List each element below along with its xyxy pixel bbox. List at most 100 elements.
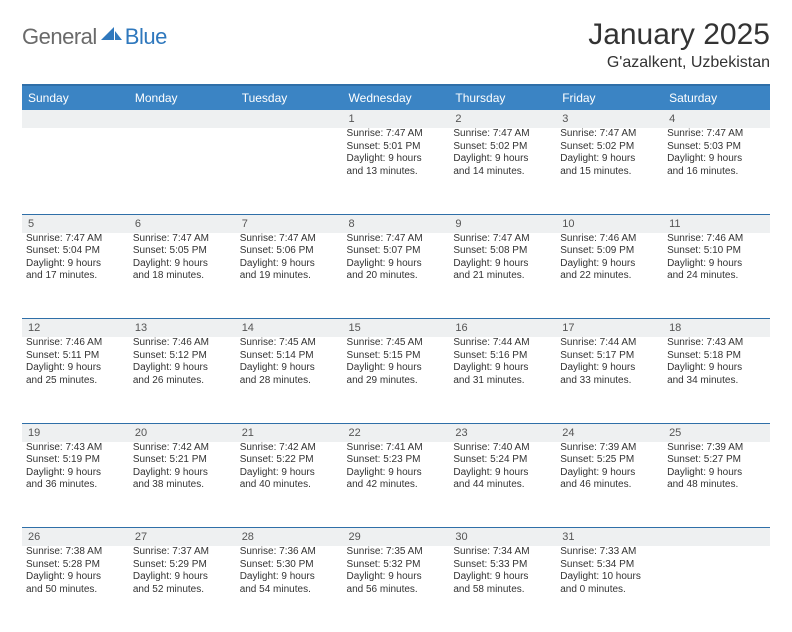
daylight-text: and 46 minutes. bbox=[560, 479, 659, 492]
daylight-text: and 52 minutes. bbox=[133, 584, 232, 597]
daylight-text: Daylight: 9 hours bbox=[667, 153, 766, 166]
daylight-text: Daylight: 9 hours bbox=[453, 362, 552, 375]
sunset-text: Sunset: 5:06 PM bbox=[240, 245, 339, 258]
sunrise-text: Sunrise: 7:47 AM bbox=[347, 233, 446, 246]
sunset-text: Sunset: 5:25 PM bbox=[560, 454, 659, 467]
daylight-text: and 38 minutes. bbox=[133, 479, 232, 492]
daylight-text: Daylight: 9 hours bbox=[560, 362, 659, 375]
day-info-row: Sunrise: 7:46 AMSunset: 5:11 PMDaylight:… bbox=[22, 337, 770, 423]
daylight-text: and 44 minutes. bbox=[453, 479, 552, 492]
day-cell: Sunrise: 7:44 AMSunset: 5:16 PMDaylight:… bbox=[449, 337, 556, 423]
sunrise-text: Sunrise: 7:42 AM bbox=[133, 442, 232, 455]
day-number: 19 bbox=[22, 423, 129, 442]
day-cell: Sunrise: 7:42 AMSunset: 5:21 PMDaylight:… bbox=[129, 442, 236, 528]
daylight-text: Daylight: 9 hours bbox=[560, 258, 659, 271]
location: G'azalkent, Uzbekistan bbox=[588, 54, 770, 72]
sunset-text: Sunset: 5:29 PM bbox=[133, 559, 232, 572]
day-number bbox=[22, 110, 129, 128]
daylight-text: Daylight: 9 hours bbox=[26, 258, 125, 271]
daylight-text: and 0 minutes. bbox=[560, 584, 659, 597]
day-cell: Sunrise: 7:47 AMSunset: 5:02 PMDaylight:… bbox=[556, 128, 663, 214]
daylight-text: and 18 minutes. bbox=[133, 270, 232, 283]
weekday-header: Saturday bbox=[663, 85, 770, 110]
daylight-text: Daylight: 9 hours bbox=[347, 362, 446, 375]
sunrise-text: Sunrise: 7:45 AM bbox=[347, 337, 446, 350]
day-number: 11 bbox=[663, 214, 770, 233]
daylight-text: and 29 minutes. bbox=[347, 375, 446, 388]
sunset-text: Sunset: 5:19 PM bbox=[26, 454, 125, 467]
day-number: 24 bbox=[556, 423, 663, 442]
daylight-text: Daylight: 9 hours bbox=[26, 571, 125, 584]
day-number: 9 bbox=[449, 214, 556, 233]
day-cell bbox=[22, 128, 129, 214]
sunrise-text: Sunrise: 7:47 AM bbox=[667, 128, 766, 141]
sunrise-text: Sunrise: 7:47 AM bbox=[133, 233, 232, 246]
sunrise-text: Sunrise: 7:46 AM bbox=[133, 337, 232, 350]
sunset-text: Sunset: 5:18 PM bbox=[667, 350, 766, 363]
day-number: 17 bbox=[556, 319, 663, 338]
daylight-text: Daylight: 9 hours bbox=[453, 571, 552, 584]
sunrise-text: Sunrise: 7:35 AM bbox=[347, 546, 446, 559]
day-info-row: Sunrise: 7:47 AMSunset: 5:04 PMDaylight:… bbox=[22, 233, 770, 319]
day-cell: Sunrise: 7:45 AMSunset: 5:15 PMDaylight:… bbox=[343, 337, 450, 423]
daylight-text: Daylight: 9 hours bbox=[26, 362, 125, 375]
day-number bbox=[129, 110, 236, 128]
day-cell: Sunrise: 7:38 AMSunset: 5:28 PMDaylight:… bbox=[22, 546, 129, 632]
daylight-text: and 25 minutes. bbox=[26, 375, 125, 388]
daylight-text: Daylight: 9 hours bbox=[560, 153, 659, 166]
day-number: 14 bbox=[236, 319, 343, 338]
sunset-text: Sunset: 5:02 PM bbox=[560, 141, 659, 154]
sunset-text: Sunset: 5:27 PM bbox=[667, 454, 766, 467]
daylight-text: Daylight: 9 hours bbox=[26, 467, 125, 480]
daylight-text: and 20 minutes. bbox=[347, 270, 446, 283]
daylight-text: and 33 minutes. bbox=[560, 375, 659, 388]
daylight-text: and 16 minutes. bbox=[667, 166, 766, 179]
day-number: 5 bbox=[22, 214, 129, 233]
day-cell bbox=[236, 128, 343, 214]
daylight-text: and 58 minutes. bbox=[453, 584, 552, 597]
daylight-text: and 34 minutes. bbox=[667, 375, 766, 388]
weekday-header: Thursday bbox=[449, 85, 556, 110]
day-cell: Sunrise: 7:39 AMSunset: 5:27 PMDaylight:… bbox=[663, 442, 770, 528]
day-number-row: 1234 bbox=[22, 110, 770, 128]
day-cell: Sunrise: 7:43 AMSunset: 5:19 PMDaylight:… bbox=[22, 442, 129, 528]
day-cell: Sunrise: 7:46 AMSunset: 5:10 PMDaylight:… bbox=[663, 233, 770, 319]
day-number: 4 bbox=[663, 110, 770, 128]
sunrise-text: Sunrise: 7:38 AM bbox=[26, 546, 125, 559]
sunrise-text: Sunrise: 7:37 AM bbox=[133, 546, 232, 559]
day-number: 16 bbox=[449, 319, 556, 338]
day-info-row: Sunrise: 7:43 AMSunset: 5:19 PMDaylight:… bbox=[22, 442, 770, 528]
sunset-text: Sunset: 5:21 PM bbox=[133, 454, 232, 467]
sunrise-text: Sunrise: 7:39 AM bbox=[667, 442, 766, 455]
day-cell: Sunrise: 7:47 AMSunset: 5:01 PMDaylight:… bbox=[343, 128, 450, 214]
daylight-text: Daylight: 9 hours bbox=[240, 258, 339, 271]
daylight-text: and 54 minutes. bbox=[240, 584, 339, 597]
daylight-text: Daylight: 9 hours bbox=[667, 362, 766, 375]
day-number bbox=[236, 110, 343, 128]
logo: General Blue bbox=[22, 24, 167, 50]
daylight-text: Daylight: 9 hours bbox=[240, 362, 339, 375]
day-number: 3 bbox=[556, 110, 663, 128]
daylight-text: Daylight: 9 hours bbox=[347, 258, 446, 271]
sunset-text: Sunset: 5:17 PM bbox=[560, 350, 659, 363]
sunrise-text: Sunrise: 7:44 AM bbox=[560, 337, 659, 350]
daylight-text: Daylight: 9 hours bbox=[667, 258, 766, 271]
daylight-text: and 13 minutes. bbox=[347, 166, 446, 179]
day-number: 20 bbox=[129, 423, 236, 442]
daylight-text: and 56 minutes. bbox=[347, 584, 446, 597]
sunrise-text: Sunrise: 7:33 AM bbox=[560, 546, 659, 559]
day-cell: Sunrise: 7:46 AMSunset: 5:11 PMDaylight:… bbox=[22, 337, 129, 423]
sunrise-text: Sunrise: 7:34 AM bbox=[453, 546, 552, 559]
sunset-text: Sunset: 5:02 PM bbox=[453, 141, 552, 154]
daylight-text: and 21 minutes. bbox=[453, 270, 552, 283]
daylight-text: and 31 minutes. bbox=[453, 375, 552, 388]
daylight-text: Daylight: 10 hours bbox=[560, 571, 659, 584]
daylight-text: and 42 minutes. bbox=[347, 479, 446, 492]
sunrise-text: Sunrise: 7:43 AM bbox=[26, 442, 125, 455]
daylight-text: Daylight: 9 hours bbox=[133, 362, 232, 375]
day-number: 23 bbox=[449, 423, 556, 442]
daylight-text: Daylight: 9 hours bbox=[347, 467, 446, 480]
daylight-text: Daylight: 9 hours bbox=[667, 467, 766, 480]
daylight-text: and 48 minutes. bbox=[667, 479, 766, 492]
weekday-header: Friday bbox=[556, 85, 663, 110]
